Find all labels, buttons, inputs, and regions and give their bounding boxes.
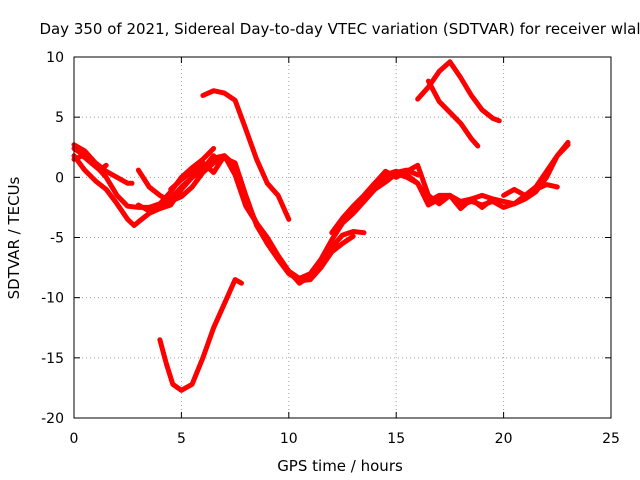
x-tick-label: 20 [495,431,513,447]
x-tick-label: 10 [280,431,298,447]
series-arc9 [157,277,244,393]
x-tick-label: 25 [602,431,620,447]
chart-title: Day 350 of 2021, Sidereal Day-to-day VTE… [39,20,640,38]
data-series [71,59,571,393]
y-axis-label: SDTVAR / TECUs [5,176,23,299]
series-arc13 [501,182,560,198]
y-tick-label: 5 [55,110,64,126]
series-arc8 [200,88,292,222]
x-tick-label: 5 [177,431,186,447]
series-arc15 [425,78,481,149]
axis-ticks: 0 5 10 15 20 25 -20 -15 -10 -5 0 5 10 [41,50,620,447]
x-tick-label: 0 [70,431,79,447]
series-arc1 [71,142,135,186]
y-tick-label: -10 [41,291,64,307]
y-tick-label: -15 [41,351,64,367]
y-tick-label: 0 [55,170,64,186]
y-tick-label: -20 [41,411,64,427]
y-tick-label: -5 [50,231,64,247]
x-axis-label: GPS time / hours [277,457,403,475]
series-arc4 [71,153,109,173]
y-tick-label: 10 [46,50,64,66]
series-arc6 [135,153,367,286]
x-tick-label: 15 [387,431,405,447]
series-arc14 [415,59,502,124]
